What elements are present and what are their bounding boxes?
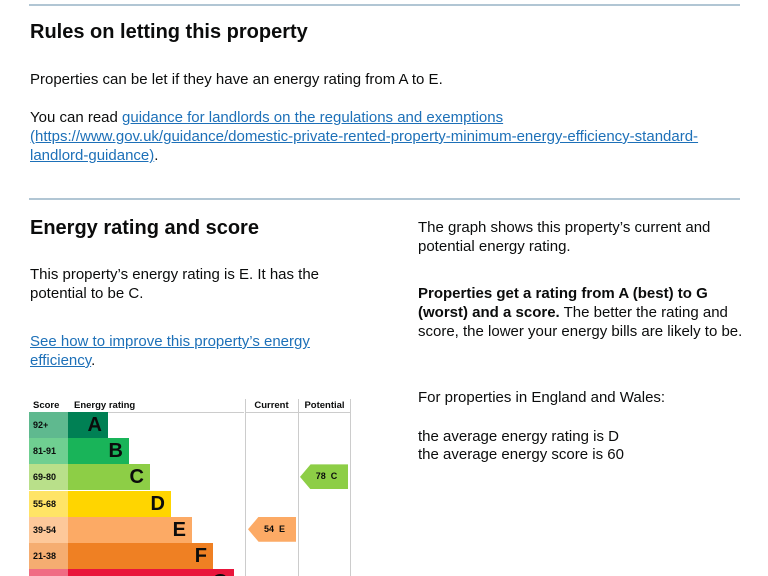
rating-explanation: Properties get a rating from A (best) to… (418, 285, 743, 340)
improve-text: See how to improve this property’s energ… (30, 333, 310, 369)
average-score: the average energy score is 60 (418, 446, 624, 463)
improve-link[interactable]: See how to improve this property’s energ… (30, 333, 310, 369)
band-score: 55-68 (29, 490, 68, 517)
band-letter: B (108, 440, 123, 463)
band-score: 69-80 (29, 464, 68, 491)
header-score: Score (33, 399, 68, 413)
band-score: 92+ (29, 412, 68, 438)
band-score: 1-20 (29, 569, 68, 576)
band-letter: D (150, 492, 165, 515)
rules-heading: Rules on letting this property (30, 21, 308, 43)
band-letter: F (194, 545, 207, 567)
band-score: 39-54 (29, 516, 68, 543)
average-rating: the average energy rating is D (418, 428, 619, 445)
england-wales-text: For properties in England and Wales: (418, 389, 666, 406)
band-letter: A (87, 414, 102, 436)
divider (350, 399, 351, 576)
band-letter: E (172, 518, 186, 541)
rules-guidance-text: You can read guidance for landlords on t… (30, 109, 699, 164)
graph-description: The graph shows this property’s current … (418, 219, 711, 255)
energy-rating-text: This property’s energy rating is E. It h… (30, 266, 320, 302)
guidance-prefix: You can read (30, 109, 123, 126)
band-bar: B (68, 438, 129, 465)
divider (245, 399, 246, 576)
guidance-link[interactable]: guidance for landlords on the regulation… (30, 109, 699, 164)
band-letter: G (212, 569, 228, 576)
header-current: Current (245, 399, 298, 413)
divider (298, 399, 299, 576)
band-bar: E (68, 516, 192, 543)
potential-rating-arrow: 78 C (300, 464, 348, 490)
band-bar: G (68, 569, 234, 576)
divider-middle (29, 198, 740, 200)
band-score: 21-38 (29, 543, 68, 569)
band-bar: D (68, 490, 171, 517)
band-score: 81-91 (29, 438, 68, 465)
header-potential: Potential (298, 399, 351, 413)
divider-top (29, 4, 740, 6)
energy-rating-chart: Score Energy rating Current Potential 92… (29, 399, 351, 576)
energy-heading: Energy rating and score (30, 217, 259, 239)
current-rating-arrow: 54 E (248, 516, 296, 542)
band-bar: F (68, 543, 213, 569)
band-bar: A (68, 412, 108, 438)
band-letter: C (129, 466, 144, 489)
header-energy-rating: Energy rating (74, 399, 244, 413)
rules-text: Properties can be let if they have an en… (30, 71, 443, 88)
band-bar: C (68, 464, 150, 491)
